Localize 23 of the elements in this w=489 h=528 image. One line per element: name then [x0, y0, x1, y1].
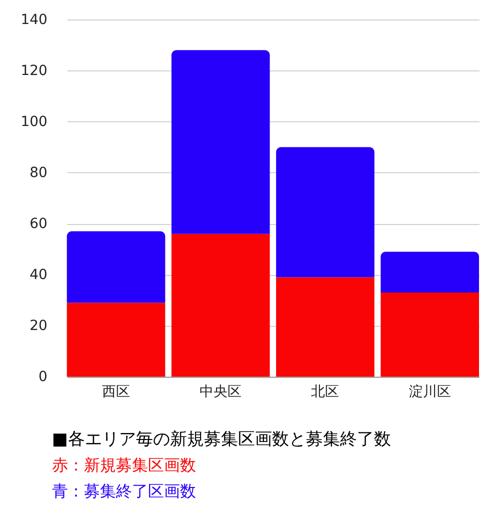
x-tick-label: 淀川区	[408, 384, 451, 400]
bar	[171, 234, 270, 377]
bar	[276, 277, 374, 377]
y-tick-label: 0	[38, 369, 48, 386]
text: ■各エリア毎の新規募集区画数と募集終了数	[52, 428, 391, 449]
bar	[276, 147, 374, 278]
x-tick-label: 中央区	[200, 384, 242, 400]
y-tick-label: 80	[30, 165, 48, 182]
x-tick-label: 北区	[311, 384, 340, 400]
bar	[66, 231, 166, 303]
y-tick-label: 140	[20, 12, 48, 28]
y-tick-label: 60	[30, 216, 48, 232]
bar	[66, 302, 166, 377]
bar	[380, 252, 480, 293]
y-tick-label: 100	[20, 114, 48, 130]
bar	[171, 50, 270, 234]
y-tick-label: 20	[30, 318, 48, 334]
y-tick-label: 40	[30, 267, 48, 284]
bar	[380, 292, 480, 377]
text: 赤：新規募集区画数	[52, 456, 196, 475]
y-tick-label: 120	[20, 63, 48, 80]
text: 青：募集終了区画数	[52, 482, 196, 500]
x-tick-label: 西区	[102, 384, 130, 400]
